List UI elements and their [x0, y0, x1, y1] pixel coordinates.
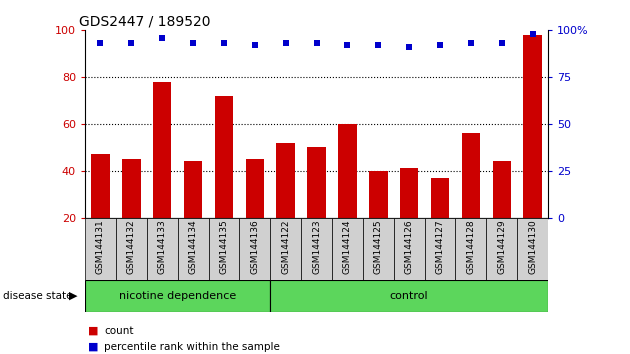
Point	[158, 35, 168, 40]
Point	[126, 40, 137, 46]
Text: GSM144133: GSM144133	[158, 219, 167, 274]
Text: GSM144135: GSM144135	[219, 219, 229, 274]
Text: GSM144130: GSM144130	[528, 219, 537, 274]
Point	[496, 40, 507, 46]
Bar	[270, 280, 548, 312]
Text: disease state: disease state	[3, 291, 72, 301]
Bar	[270, 218, 301, 280]
Bar	[517, 218, 548, 280]
Point	[249, 42, 260, 48]
Bar	[239, 218, 270, 280]
Text: GSM144128: GSM144128	[466, 219, 476, 274]
Point	[312, 40, 322, 46]
Bar	[116, 218, 147, 280]
Bar	[486, 218, 517, 280]
Text: GSM144129: GSM144129	[497, 219, 507, 274]
Text: GDS2447 / 189520: GDS2447 / 189520	[79, 14, 210, 28]
Text: ▶: ▶	[69, 291, 77, 301]
Point	[343, 42, 353, 48]
Point	[188, 40, 198, 46]
Bar	[462, 133, 480, 218]
Point	[527, 31, 537, 37]
Bar	[493, 161, 511, 218]
Text: ■: ■	[88, 326, 99, 336]
Bar	[307, 147, 326, 218]
Point	[404, 44, 415, 50]
Bar	[147, 218, 178, 280]
Text: GSM144132: GSM144132	[127, 219, 136, 274]
Text: GSM144134: GSM144134	[188, 219, 198, 274]
Bar	[246, 159, 264, 218]
Bar	[277, 143, 295, 218]
Bar	[338, 124, 357, 218]
Point	[373, 42, 383, 48]
Bar	[369, 171, 387, 218]
Bar	[363, 218, 394, 280]
Text: ■: ■	[88, 342, 99, 352]
Bar	[394, 218, 425, 280]
Text: count: count	[104, 326, 134, 336]
Text: GSM144126: GSM144126	[404, 219, 414, 274]
Bar	[85, 280, 270, 312]
Bar	[431, 178, 449, 218]
Text: GSM144124: GSM144124	[343, 219, 352, 274]
Text: control: control	[390, 291, 428, 301]
Bar	[209, 218, 239, 280]
Bar	[524, 35, 542, 218]
Text: percentile rank within the sample: percentile rank within the sample	[104, 342, 280, 352]
Bar	[400, 169, 418, 218]
Bar	[301, 218, 332, 280]
Text: GSM144123: GSM144123	[312, 219, 321, 274]
Bar	[184, 161, 202, 218]
Text: GSM144136: GSM144136	[250, 219, 260, 274]
Text: GSM144122: GSM144122	[281, 219, 290, 274]
Bar	[153, 82, 171, 218]
Text: GSM144131: GSM144131	[96, 219, 105, 274]
Point	[96, 40, 106, 46]
Point	[281, 40, 291, 46]
Point	[219, 40, 229, 46]
Bar	[122, 159, 140, 218]
Bar	[332, 218, 363, 280]
Bar	[425, 218, 455, 280]
Point	[466, 40, 476, 46]
Bar	[455, 218, 486, 280]
Bar	[91, 154, 110, 218]
Point	[435, 42, 445, 48]
Text: GSM144125: GSM144125	[374, 219, 383, 274]
Bar	[85, 218, 116, 280]
Bar	[215, 96, 233, 218]
Text: GSM144127: GSM144127	[435, 219, 445, 274]
Bar	[178, 218, 209, 280]
Text: nicotine dependence: nicotine dependence	[119, 291, 236, 301]
